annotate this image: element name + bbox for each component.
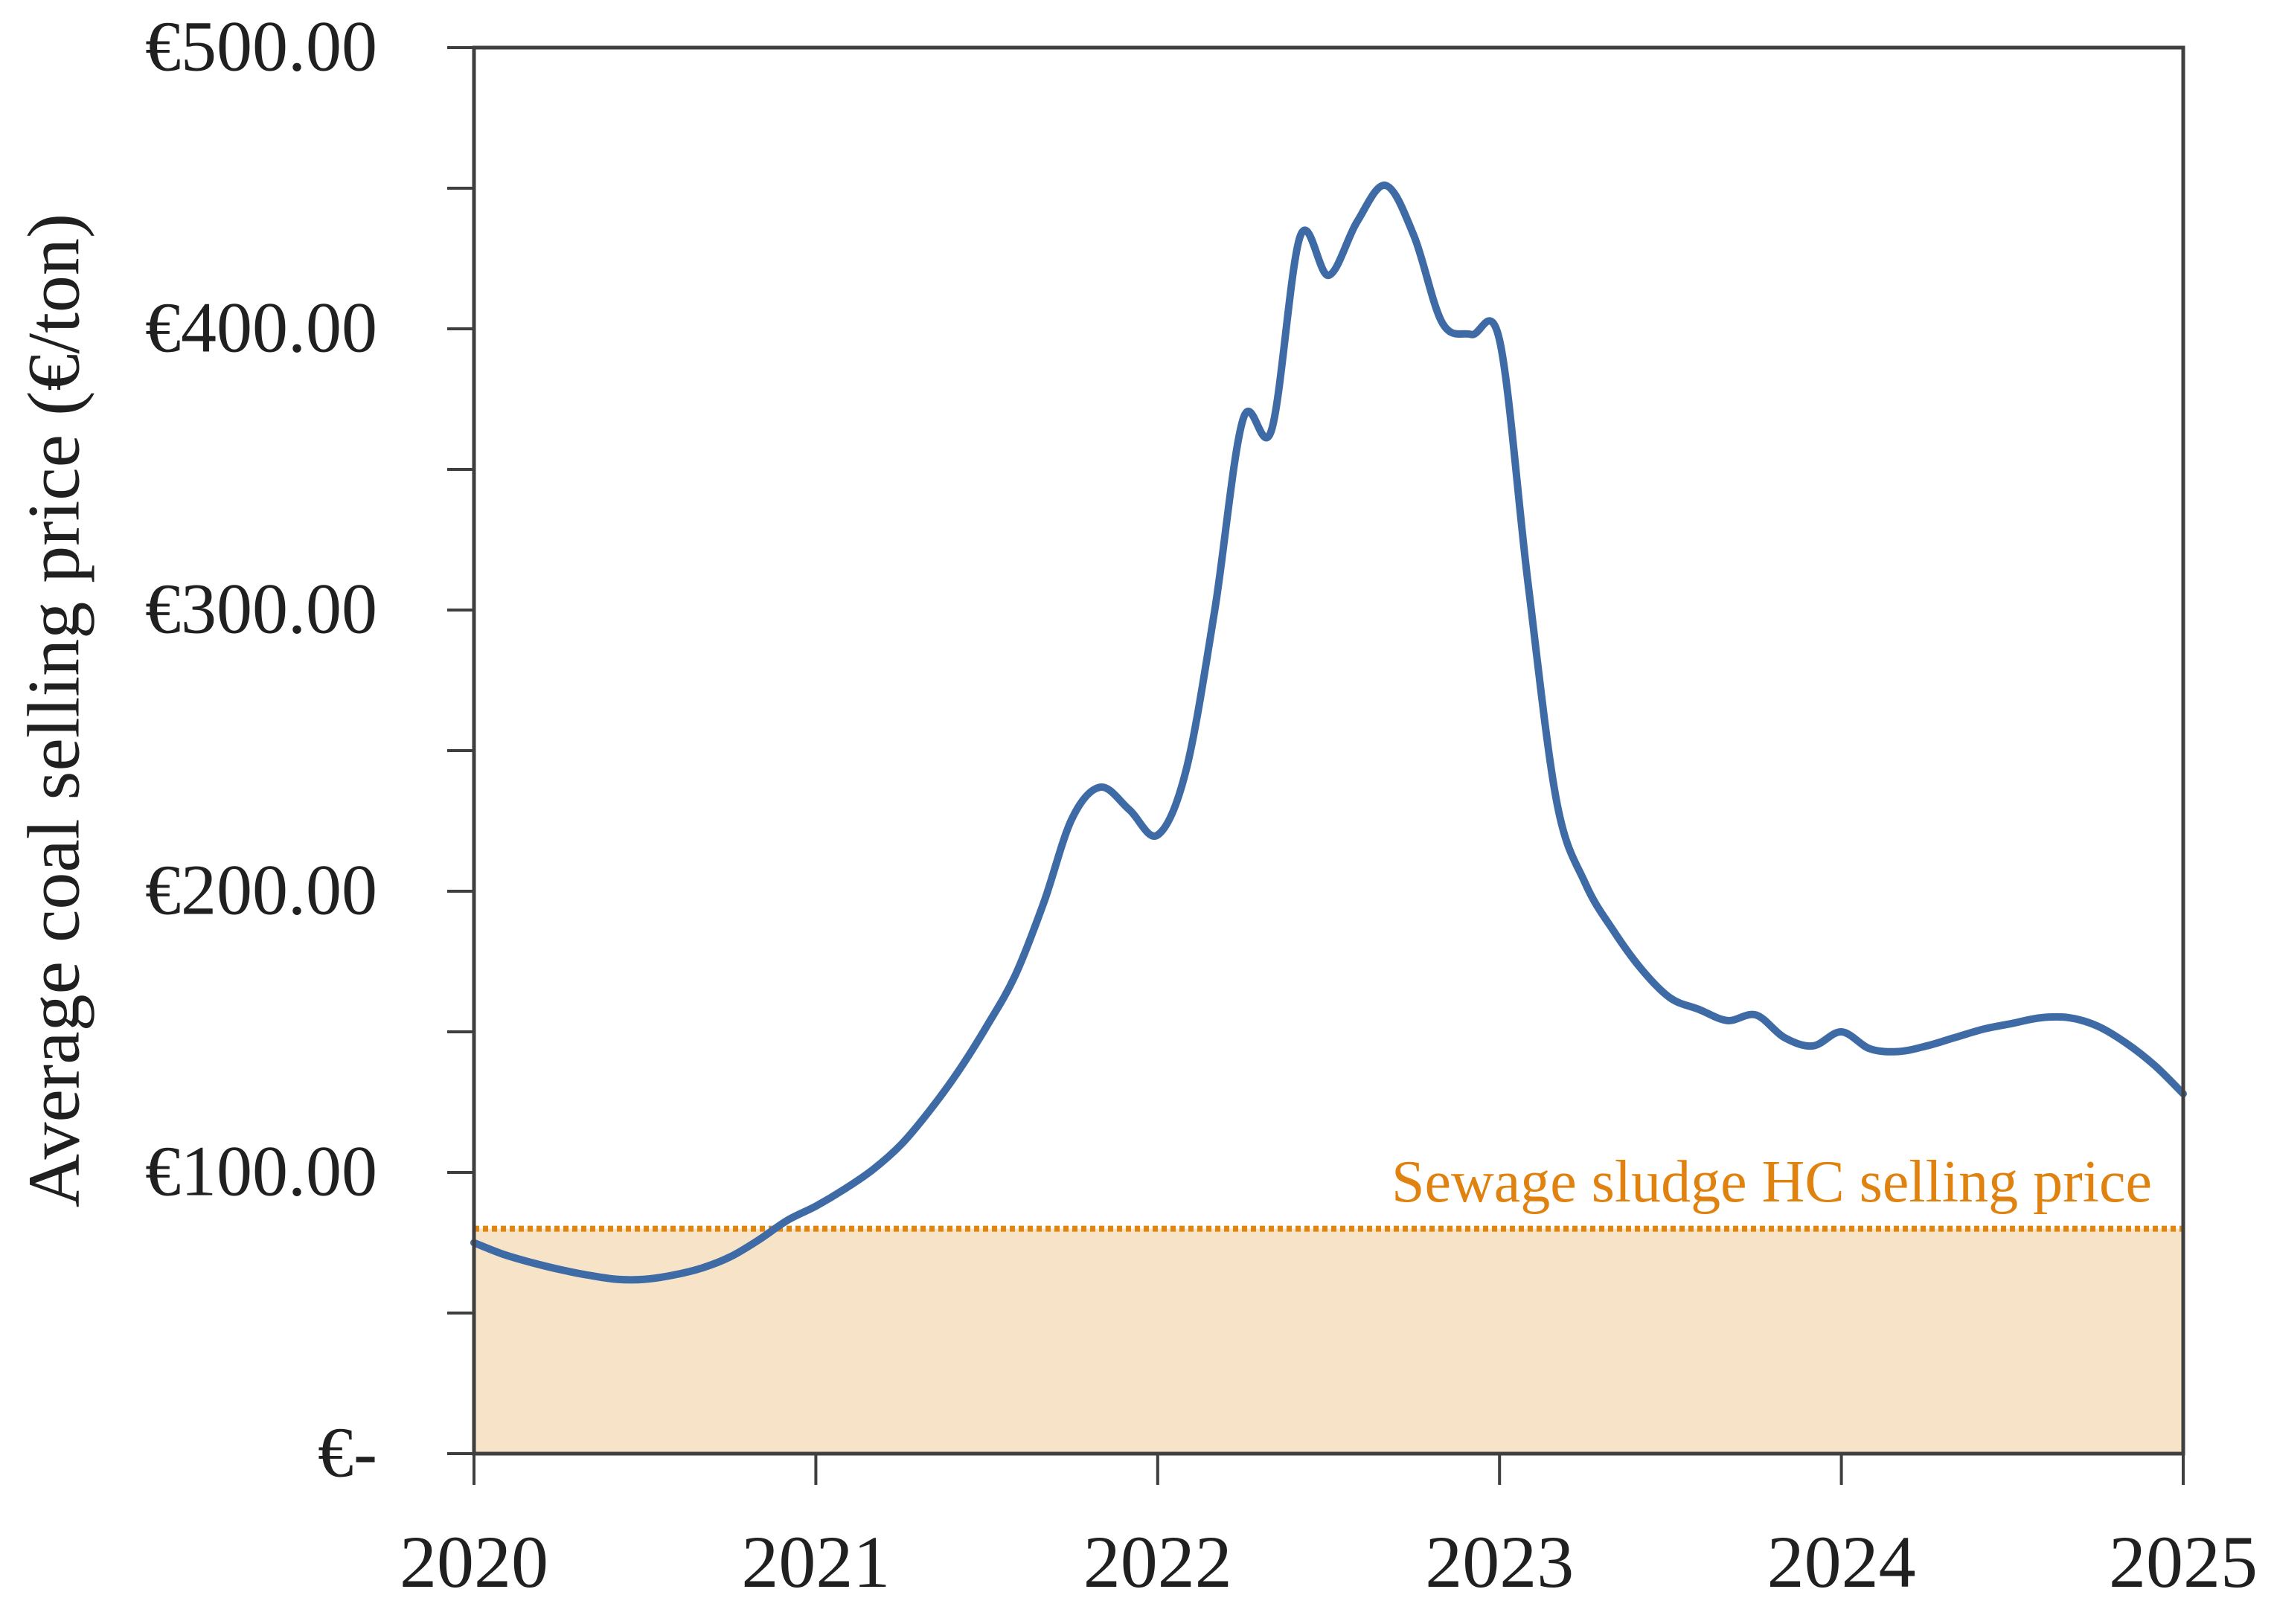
y-tick-label: €200.00 [145,850,377,930]
y-tick-label: €400.00 [145,287,377,368]
x-tick-label: 2023 [1425,1521,1575,1603]
y-axis-title: Average coal selling price (€/ton) [12,213,95,1208]
y-tick-label: €- [318,1412,377,1492]
x-tick-label: 2020 [400,1521,548,1603]
y-tick-label: €300.00 [145,568,377,649]
x-tick-label: 2025 [2109,1521,2258,1603]
coal-price-line [470,182,2187,1284]
x-tick-label: 2024 [1767,1521,1916,1603]
x-tick-label: 2021 [741,1521,891,1603]
hc-price-annotation: Sewage sludge HC selling price [1391,1149,2152,1215]
x-tick-label: 2022 [1083,1521,1232,1603]
y-tick-label: €500.00 [145,6,377,86]
hc-price-band [474,1228,2183,1454]
y-tick-label: €100.00 [145,1131,377,1211]
plot-border [472,45,2185,1456]
